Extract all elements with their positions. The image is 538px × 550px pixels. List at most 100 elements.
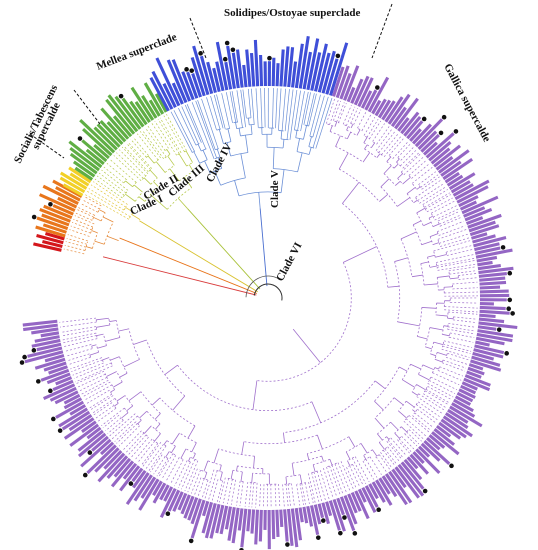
leaf-branch — [116, 423, 138, 444]
leaf-branch — [437, 260, 475, 268]
leaf-branch — [151, 122, 169, 149]
leaf-branch — [380, 452, 392, 468]
leaf-branch — [260, 88, 263, 128]
bar — [461, 195, 499, 215]
internal-branch — [435, 314, 448, 317]
internal-branch — [238, 128, 241, 136]
leaf-branch — [68, 356, 91, 365]
leaf-branch — [72, 362, 104, 376]
internal-arc — [283, 483, 291, 485]
bar — [63, 417, 95, 440]
marker-dot — [315, 535, 321, 540]
leaf-branch — [372, 123, 385, 142]
internal-arc — [164, 455, 169, 459]
leaf-branch — [362, 460, 374, 480]
marker-dot — [19, 360, 25, 365]
bar — [131, 467, 144, 483]
internal-branch — [197, 144, 202, 152]
bar — [433, 144, 462, 168]
leaf-branch — [369, 456, 382, 475]
internal-branch — [363, 455, 367, 460]
leaf-branch — [404, 433, 418, 447]
internal-branch — [240, 153, 246, 178]
leaf-branch — [213, 94, 224, 129]
internal-arc — [123, 205, 127, 211]
bar — [475, 248, 513, 259]
internal-arc — [142, 175, 147, 180]
internal-arc — [248, 481, 256, 484]
internal-arc — [243, 434, 318, 445]
marker-dot — [441, 114, 447, 120]
internal-arc — [380, 186, 398, 207]
internal-arc — [347, 456, 355, 461]
internal-branch — [299, 474, 303, 484]
bar — [62, 183, 84, 197]
bar — [125, 472, 150, 505]
internal-arc — [433, 251, 436, 258]
bar — [414, 118, 444, 148]
bar — [460, 384, 477, 395]
marker-dot — [118, 93, 124, 99]
leaf-branch — [85, 194, 130, 220]
leaf-branch — [437, 220, 464, 232]
internal-branch — [363, 137, 368, 143]
internal-arc — [240, 133, 253, 137]
leaf-branch — [281, 88, 286, 131]
internal-branch — [379, 193, 389, 202]
internal-branch — [424, 283, 438, 286]
internal-arc — [285, 474, 301, 478]
internal-arc — [364, 148, 378, 159]
internal-arc — [296, 151, 310, 155]
internal-branch — [303, 125, 307, 140]
bar — [46, 372, 71, 385]
bar — [55, 400, 85, 419]
bar — [219, 505, 229, 535]
bar — [119, 465, 141, 492]
bar — [478, 266, 514, 275]
bar — [403, 458, 423, 481]
leaf-branch — [150, 454, 163, 473]
bar — [381, 100, 396, 121]
leaf-branch — [353, 109, 362, 125]
internal-branch — [306, 453, 310, 460]
leaf-branch — [98, 172, 127, 194]
internal-branch — [217, 157, 223, 169]
divider-mellea-solidipes — [189, 17, 207, 59]
internal-arc — [344, 124, 352, 129]
internal-arc — [146, 410, 161, 425]
internal-arc — [435, 263, 438, 269]
internal-branch — [432, 223, 440, 228]
marker-dot — [165, 511, 171, 517]
leaf-branch — [259, 484, 261, 508]
leaf-branch — [166, 114, 187, 151]
bar — [306, 505, 314, 527]
leaf-branch — [447, 326, 476, 332]
internal-branch — [390, 421, 399, 431]
internal-branch — [193, 151, 201, 164]
leaf-branch — [449, 270, 477, 275]
internal-branch — [105, 337, 121, 342]
internal-arc — [202, 477, 208, 481]
bar — [190, 56, 206, 97]
internal-branch — [291, 463, 295, 476]
internal-branch — [144, 425, 152, 434]
leaf-branch — [163, 115, 185, 152]
bar — [387, 93, 411, 125]
superclade-label-mellea: Mellea superclade — [95, 31, 179, 73]
bar — [463, 377, 491, 392]
bar — [467, 366, 485, 376]
leaf-branch — [361, 114, 372, 131]
internal-arc — [116, 371, 123, 383]
bar — [377, 99, 392, 119]
bar — [129, 100, 148, 126]
internal-arc — [104, 373, 108, 379]
bar — [477, 260, 493, 267]
leaf-branch — [69, 229, 90, 237]
bar — [390, 106, 407, 128]
internal-branch — [125, 180, 133, 188]
bar — [106, 121, 127, 143]
bar — [417, 130, 438, 150]
internal-branch — [338, 152, 349, 170]
leaf-branch — [442, 345, 471, 355]
internal-branch — [433, 341, 444, 345]
